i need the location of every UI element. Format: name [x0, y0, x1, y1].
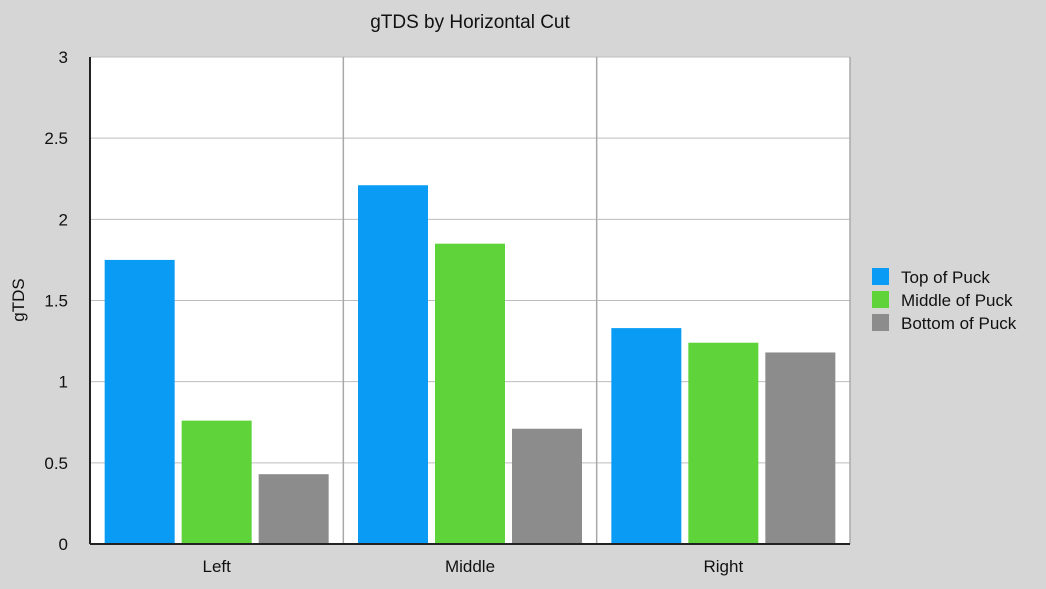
- y-tick-label: 1: [59, 373, 68, 392]
- legend-label: Top of Puck: [901, 268, 990, 287]
- bar-middle-of-puck-left: [181, 420, 252, 544]
- legend-label: Bottom of Puck: [901, 314, 1017, 333]
- x-tick-labels: Left Middle Right: [202, 557, 743, 576]
- legend-swatch: [872, 291, 889, 308]
- bar-top-of-puck-left: [104, 259, 175, 544]
- y-tick-label: 0: [59, 535, 68, 554]
- bar-top-of-puck-middle: [358, 185, 428, 544]
- axes: [89, 57, 850, 545]
- y-tick-label: 2: [59, 210, 68, 229]
- y-tick-labels: 0 0.5 1 1.5 2 2.5 3: [44, 48, 68, 554]
- legend-swatch: [872, 268, 889, 285]
- bar-middle-of-puck-middle: [435, 243, 505, 544]
- y-tick-label: 1.5: [44, 292, 68, 311]
- y-tick-label: 0.5: [44, 454, 68, 473]
- bar-bottom-of-puck-right: [765, 352, 836, 544]
- chart-title: gTDS by Horizontal Cut: [370, 12, 570, 33]
- x-tick-label: Right: [703, 557, 743, 576]
- legend-swatch: [872, 314, 889, 331]
- y-tick-label: 2.5: [44, 129, 68, 148]
- bar-middle-of-puck-right: [688, 342, 759, 544]
- bar-bottom-of-puck-left: [258, 474, 329, 544]
- bar-top-of-puck-right: [611, 328, 682, 544]
- x-tick-label: Left: [202, 557, 231, 576]
- bars: [104, 185, 836, 544]
- y-axis-label: gTDS: [9, 278, 28, 321]
- y-tick-label: 3: [59, 48, 68, 67]
- x-tick-label: Middle: [445, 557, 495, 576]
- legend-label: Middle of Puck: [901, 291, 1013, 310]
- bar-bottom-of-puck-middle: [512, 428, 582, 544]
- legend: Top of Puck Middle of Puck Bottom of Puck: [872, 268, 1017, 333]
